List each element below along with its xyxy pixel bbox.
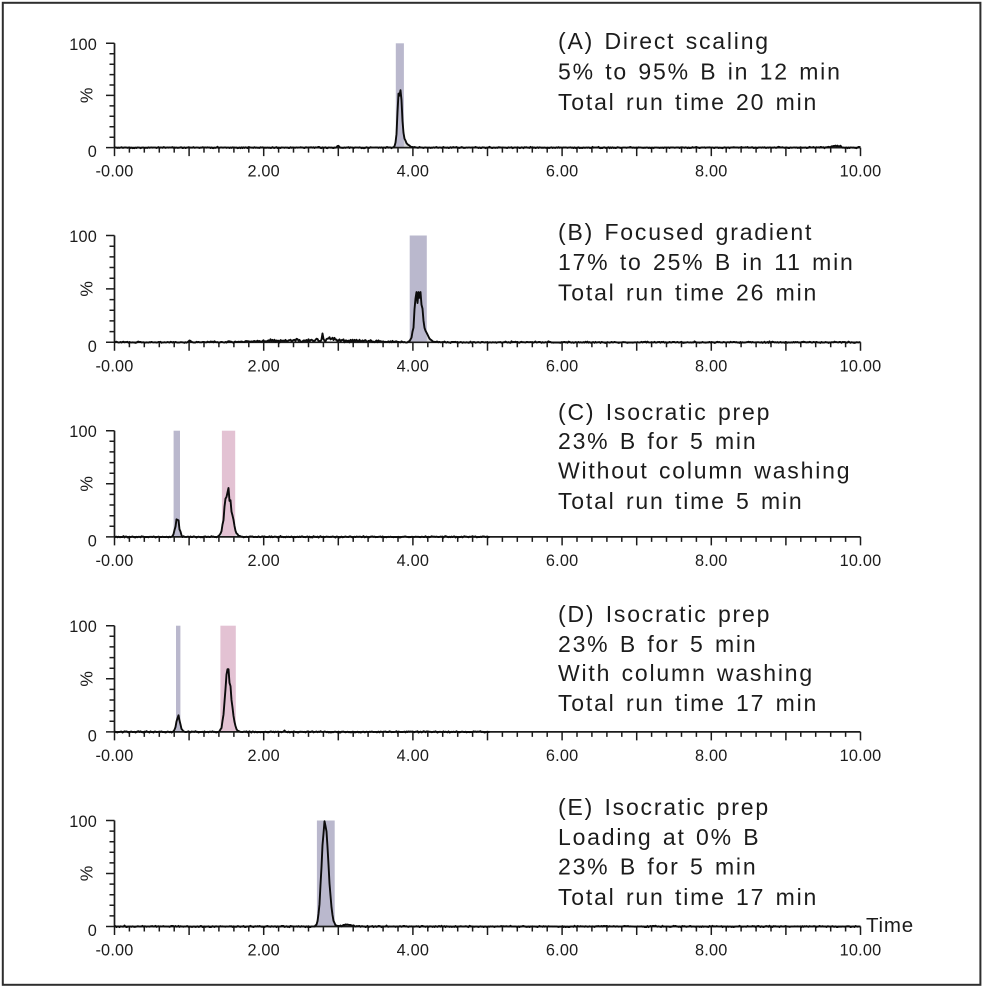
- svg-text:-0.00: -0.00: [95, 163, 133, 181]
- svg-text:Total run time 20 min: Total run time 20 min: [558, 89, 818, 115]
- svg-text:2.00: 2.00: [247, 163, 280, 181]
- svg-text:%: %: [77, 866, 97, 882]
- svg-text:Loading at 0% B: Loading at 0% B: [558, 824, 760, 850]
- svg-text:23% B for 5 min: 23% B for 5 min: [558, 854, 757, 880]
- svg-text:With column washing: With column washing: [558, 660, 814, 686]
- svg-text:Without column washing: Without column washing: [558, 458, 851, 484]
- svg-text:2.00: 2.00: [247, 747, 280, 765]
- svg-text:(E) Isocratic prep: (E) Isocratic prep: [558, 794, 770, 820]
- svg-text:4.00: 4.00: [397, 163, 430, 181]
- svg-text:10.00: 10.00: [840, 747, 882, 765]
- svg-text:Total run time 26 min: Total run time 26 min: [558, 279, 818, 305]
- svg-text:6.00: 6.00: [546, 357, 579, 375]
- svg-text:4.00: 4.00: [397, 552, 430, 570]
- svg-text:(A) Direct scaling: (A) Direct scaling: [558, 28, 770, 54]
- svg-text:8.00: 8.00: [695, 552, 728, 570]
- svg-text:10.00: 10.00: [840, 552, 882, 570]
- svg-text:2.00: 2.00: [247, 552, 280, 570]
- svg-text:2.00: 2.00: [247, 357, 280, 375]
- svg-text:100: 100: [69, 618, 97, 636]
- svg-text:6.00: 6.00: [546, 163, 579, 181]
- svg-text:%: %: [77, 88, 97, 104]
- svg-text:%: %: [77, 281, 97, 297]
- svg-text:23% B for 5 min: 23% B for 5 min: [558, 631, 757, 657]
- svg-text:10.00: 10.00: [840, 942, 882, 960]
- svg-text:-0.00: -0.00: [95, 552, 133, 570]
- svg-text:6.00: 6.00: [546, 747, 579, 765]
- svg-text:0: 0: [88, 728, 97, 746]
- svg-text:6.00: 6.00: [546, 942, 579, 960]
- svg-text:(C) Isocratic prep: (C) Isocratic prep: [558, 399, 771, 425]
- svg-text:4.00: 4.00: [397, 357, 430, 375]
- svg-text:23% B for 5 min: 23% B for 5 min: [558, 428, 757, 454]
- svg-text:8.00: 8.00: [695, 942, 728, 960]
- svg-text:Total run time 5 min: Total run time 5 min: [558, 488, 804, 514]
- svg-text:%: %: [77, 476, 97, 492]
- svg-text:100: 100: [69, 36, 97, 54]
- svg-text:2.00: 2.00: [247, 942, 280, 960]
- svg-text:100: 100: [69, 423, 97, 441]
- svg-text:0: 0: [88, 338, 97, 356]
- svg-text:-0.00: -0.00: [95, 942, 133, 960]
- svg-text:100: 100: [69, 813, 97, 831]
- svg-text:100: 100: [69, 228, 97, 246]
- svg-text:(D) Isocratic prep: (D) Isocratic prep: [558, 601, 771, 627]
- svg-text:0: 0: [88, 533, 97, 551]
- svg-text:-0.00: -0.00: [95, 357, 133, 375]
- svg-text:8.00: 8.00: [695, 163, 728, 181]
- svg-text:8.00: 8.00: [695, 357, 728, 375]
- svg-text:%: %: [77, 671, 97, 687]
- svg-text:8.00: 8.00: [695, 747, 728, 765]
- svg-text:4.00: 4.00: [397, 747, 430, 765]
- svg-text:-0.00: -0.00: [95, 747, 133, 765]
- svg-text:Total run time 17 min: Total run time 17 min: [558, 884, 818, 910]
- svg-text:10.00: 10.00: [840, 357, 882, 375]
- svg-text:4.00: 4.00: [397, 942, 430, 960]
- svg-text:0: 0: [88, 922, 97, 940]
- svg-text:17% to 25% B in 11 min: 17% to 25% B in 11 min: [558, 249, 855, 275]
- svg-text:5% to 95% B in 12 min: 5% to 95% B in 12 min: [558, 58, 842, 84]
- svg-text:Total run time 17 min: Total run time 17 min: [558, 690, 818, 716]
- svg-text:10.00: 10.00: [840, 163, 882, 181]
- svg-text:0: 0: [88, 143, 97, 161]
- svg-text:6.00: 6.00: [546, 552, 579, 570]
- svg-text:(B) Focused gradient: (B) Focused gradient: [558, 219, 813, 245]
- svg-text:Time: Time: [866, 914, 914, 937]
